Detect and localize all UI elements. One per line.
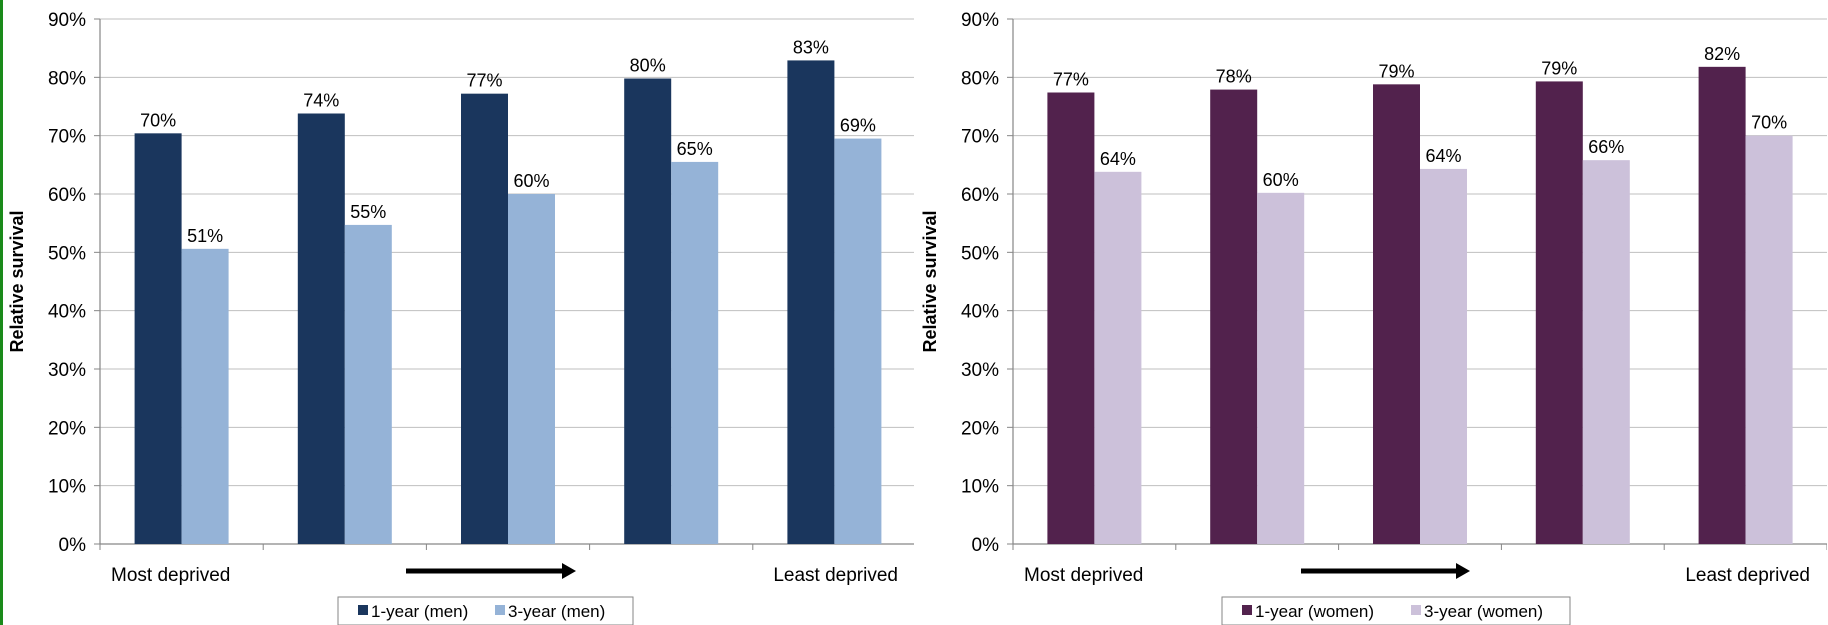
data-label: 80% [630,56,666,76]
bar-three-year [508,194,555,544]
legend-entry: 3-year (men) [508,602,605,621]
legend-swatch-three-year [1411,605,1421,615]
least-deprived-label: Least deprived [1685,565,1810,586]
y-tick-label: 60% [48,185,86,206]
legend-swatch-one-year [358,605,368,615]
y-tick-label: 90% [961,10,999,31]
data-label: 60% [1263,170,1299,190]
bar-one-year [787,60,835,545]
data-label: 64% [1425,146,1461,166]
most-deprived-label: Most deprived [111,565,230,586]
bar-three-year [671,161,719,544]
y-tick-label: 80% [48,68,86,89]
y-tick-label: 60% [961,185,999,206]
y-tick-label: 50% [48,243,86,264]
y-tick-label: 20% [48,418,86,439]
data-label: 60% [513,171,549,191]
bar-one-year [297,113,345,544]
bar-one-year [461,93,508,545]
y-tick-label: 30% [961,360,999,381]
most-deprived-label: Most deprived [1024,565,1143,586]
y-tick-label: 50% [961,243,999,264]
data-label: 79% [1378,61,1414,81]
data-label: 82% [1704,44,1740,64]
chart-women: 0% 10% 20% 30% 40% 50% 60% 70% 80% 90% 77% 78% 79% 79… [920,10,1827,625]
left-frame-border [0,0,3,625]
y-axis-title: Relative survival [920,210,940,352]
bar-one-year [134,133,182,545]
legend-box [337,596,634,625]
least-deprived-label: Least deprived [773,565,898,586]
deprivation-arrow-head [1456,563,1470,579]
bar-one-year [1373,84,1420,544]
bar-one-year [1047,92,1095,544]
data-label: 64% [1100,149,1136,169]
data-label: 77% [466,71,502,91]
data-label: 69% [840,116,876,136]
data-label: 55% [350,202,386,222]
legend-entry: 1-year (men) [371,602,468,621]
data-label: 83% [793,37,829,57]
chart-men: 0% 10% 20% 30% 40% 50% 60% 70% 80% 90% 70% 74% 77% 80… [7,10,914,625]
data-label: 66% [1588,137,1624,157]
y-tick-label: 0% [59,535,87,556]
legend-entry: 1-year (women) [1255,602,1374,621]
legend-swatch-three-year [495,605,505,615]
y-tick-label: 10% [48,477,86,498]
bar-three-year [834,138,882,545]
data-label: 79% [1541,58,1577,78]
y-tick-label: 20% [961,418,999,439]
data-label: 77% [1053,70,1089,90]
y-tick-label: 30% [48,360,86,381]
y-tick-label: 40% [961,302,999,323]
y-axis-title: Relative survival [7,210,27,352]
bar-one-year [1535,81,1583,545]
data-label: 78% [1216,67,1252,87]
data-label: 70% [1751,113,1787,133]
legend-box [1221,596,1571,625]
bar-three-year [1094,171,1142,545]
y-tick-label: 70% [48,127,86,148]
data-label: 51% [187,226,223,246]
bar-one-year [624,78,672,544]
y-tick-label: 0% [972,535,1000,556]
deprivation-arrow-head [562,563,576,579]
y-tick-label: 80% [961,68,999,89]
legend-swatch-one-year [1242,605,1252,615]
y-tick-label: 70% [961,127,999,148]
data-label: 74% [303,91,339,111]
y-tick-label: 10% [961,477,999,498]
legend-entry: 3-year (women) [1424,602,1543,621]
bar-three-year [344,224,392,544]
bar-three-year [181,248,229,545]
bar-three-year [1420,168,1467,544]
bar-three-year [1745,135,1793,544]
y-tick-label: 40% [48,302,86,323]
bar-one-year [1698,66,1746,544]
y-tick-label: 90% [48,10,86,31]
data-label: 70% [140,110,176,130]
data-label: 65% [677,139,713,159]
bar-three-year [1257,192,1305,545]
bar-one-year [1210,89,1258,544]
bar-three-year [1582,160,1630,544]
